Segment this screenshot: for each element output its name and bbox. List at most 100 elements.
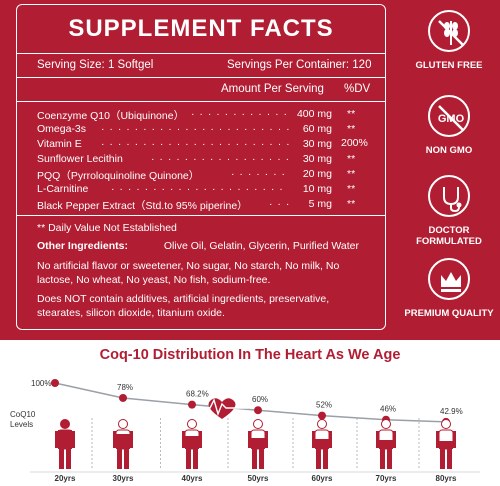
figure-leg <box>193 449 198 469</box>
ingredient-name: Black Pepper Extract（Std.to 95% piperine… <box>37 200 248 212</box>
ingredient-dv: 200% <box>341 137 368 149</box>
ingredient-row: PQQ（Pyrroloquinoline Quinone） · · · · · ·… <box>37 168 377 182</box>
ingredient-dv: ** <box>347 153 356 165</box>
figure-leg <box>447 449 452 469</box>
y-label-line-1: CoQ10 <box>10 410 36 419</box>
figure-arm <box>436 431 439 448</box>
figure-arm <box>248 431 251 448</box>
other-ingredients-label: Other Ingredients: <box>37 240 129 252</box>
data-point <box>188 400 196 409</box>
badge-label: NON GMO <box>425 145 473 156</box>
free-from-line-1: No artificial flavor or sweetener, No su… <box>37 260 340 272</box>
pulse-line <box>196 398 248 417</box>
figure-arm <box>113 431 116 448</box>
premium-quality-badge: PREMIUM QUALITY <box>398 258 500 319</box>
figure-arm <box>393 431 396 448</box>
badge-label: DOCTOR FORMULATED <box>416 225 482 247</box>
ingredient-name: Coenzyme Q10（Ubiquinone） <box>37 110 185 122</box>
figure-arm <box>72 431 75 448</box>
ingredient-name: Sunflower Lecithin <box>37 153 123 165</box>
human-figure-icon <box>376 419 396 469</box>
figure-leg <box>316 449 321 469</box>
data-point <box>318 411 326 420</box>
ingredient-row: Omega-3s · · · · · · · · · · · · · · · · … <box>37 123 377 137</box>
ingredient-row: L-Carnitine · · · · · · · · · · · · · · ·… <box>37 183 377 197</box>
other-ingredients-value: Olive Oil, Gelatin, Glycerin, Purified W… <box>163 240 359 252</box>
figure-leg <box>380 449 385 469</box>
leader-dots: · · · · · · · · · · · · · · · · · · · · … <box>101 123 289 135</box>
ingredient-row: Vitamin E · · · · · · · · · · · · · · · ·… <box>37 137 377 152</box>
figure-leg <box>124 449 129 469</box>
leader-dots: · · · · · · · · · · · · · · · · · · · · … <box>151 153 289 165</box>
data-label: 52% <box>316 401 332 410</box>
human-figure-icon <box>248 419 268 469</box>
figure-leg <box>59 449 64 469</box>
badge-label: PREMIUM QUALITY <box>404 308 494 319</box>
ingredient-name: Vitamin E <box>37 138 82 150</box>
ingredient-dv: ** <box>347 123 356 135</box>
data-label: 100% <box>31 379 51 388</box>
divider <box>17 101 385 102</box>
figure-arm <box>182 431 185 448</box>
divider <box>17 215 385 216</box>
crown-icon <box>428 258 470 300</box>
figure-head <box>118 419 128 429</box>
data-label: 60% <box>252 395 268 404</box>
supplement-banner: SUPPLEMENT FACTS Serving Size: 1 Softgel… <box>0 0 500 340</box>
figure-head <box>381 419 391 429</box>
human-figure-icon <box>312 419 332 469</box>
ingredient-amount: 60 mg <box>302 123 332 135</box>
heartbeat-icon <box>196 398 248 419</box>
non-gmo-badge: GMO NON GMO <box>398 95 500 156</box>
figure-leg <box>66 449 71 469</box>
figure-arm <box>376 431 379 448</box>
divider <box>17 53 385 54</box>
ingredient-dv: ** <box>347 108 356 120</box>
ingredient-amount: 30 mg <box>302 138 332 150</box>
leader-dots: · · · · · · · · · · · · · · · · · · · · … <box>111 183 289 195</box>
free-from-line-2: lactose, No wheat, No yeast, No fish, so… <box>37 274 271 286</box>
wheat-icon <box>428 10 470 52</box>
ingredient-name: Omega-3s <box>37 123 87 135</box>
figure-arm <box>329 431 332 448</box>
data-label: 78% <box>117 383 133 392</box>
ingredient-dv: ** <box>347 183 356 195</box>
figure-head <box>441 419 451 429</box>
gluten-free-badge: GLUTEN FREE <box>398 10 500 71</box>
other-ingredients: Other Ingredients: Olive Oil, Gelatin, G… <box>37 239 359 253</box>
figure-head <box>187 419 197 429</box>
daily-value-note: ** Daily Value Not Established <box>37 222 177 234</box>
human-figure-icon <box>436 419 456 469</box>
x-tick-label: 70yrs <box>376 474 397 483</box>
figure-leg <box>387 449 392 469</box>
data-label: 68.2% <box>186 390 209 399</box>
additives-line-1: Does NOT contain additives, artificial i… <box>37 293 330 305</box>
human-figure-icon <box>113 419 133 469</box>
data-point <box>51 379 59 387</box>
amount-per-serving-header: Amount Per Serving <box>221 83 324 95</box>
ingredient-row: Sunflower Lecithin · · · · · · · · · · · … <box>37 153 377 167</box>
ingredient-amount: 20 mg <box>302 168 332 180</box>
ingredient-name: PQQ（Pyrroloquinoline Quinone） <box>37 170 200 182</box>
figure-leg <box>323 449 328 469</box>
figure-leg <box>440 449 445 469</box>
figure-level-fill <box>58 430 72 449</box>
ingredient-row: Coenzyme Q10（Ubiquinone） · · · · · · · · … <box>37 108 377 122</box>
figure-level-fill <box>185 436 199 449</box>
figure-leg <box>252 449 257 469</box>
data-point <box>119 393 127 402</box>
figure-leg <box>186 449 191 469</box>
figure-arm <box>312 431 315 448</box>
facts-title: SUPPLEMENT FACTS <box>68 15 334 42</box>
human-figure-icon <box>182 419 202 469</box>
chart-y-label: CoQ10 Levels <box>10 410 35 430</box>
additives-line-2: stearates, silicon dioxide, titanium oxi… <box>37 307 225 319</box>
ingredient-amount: 10 mg <box>302 183 332 195</box>
x-tick-label: 80yrs <box>436 474 457 483</box>
figure-level-fill <box>379 440 393 449</box>
ingredient-name: L-Carnitine <box>37 183 89 195</box>
figure-arm <box>453 431 456 448</box>
doctor-formulated-badge: DOCTOR FORMULATED <box>398 175 500 247</box>
ingredient-row: Black Pepper Extract（Std.to 95% piperine… <box>37 198 377 212</box>
stethoscope-icon <box>428 175 470 217</box>
